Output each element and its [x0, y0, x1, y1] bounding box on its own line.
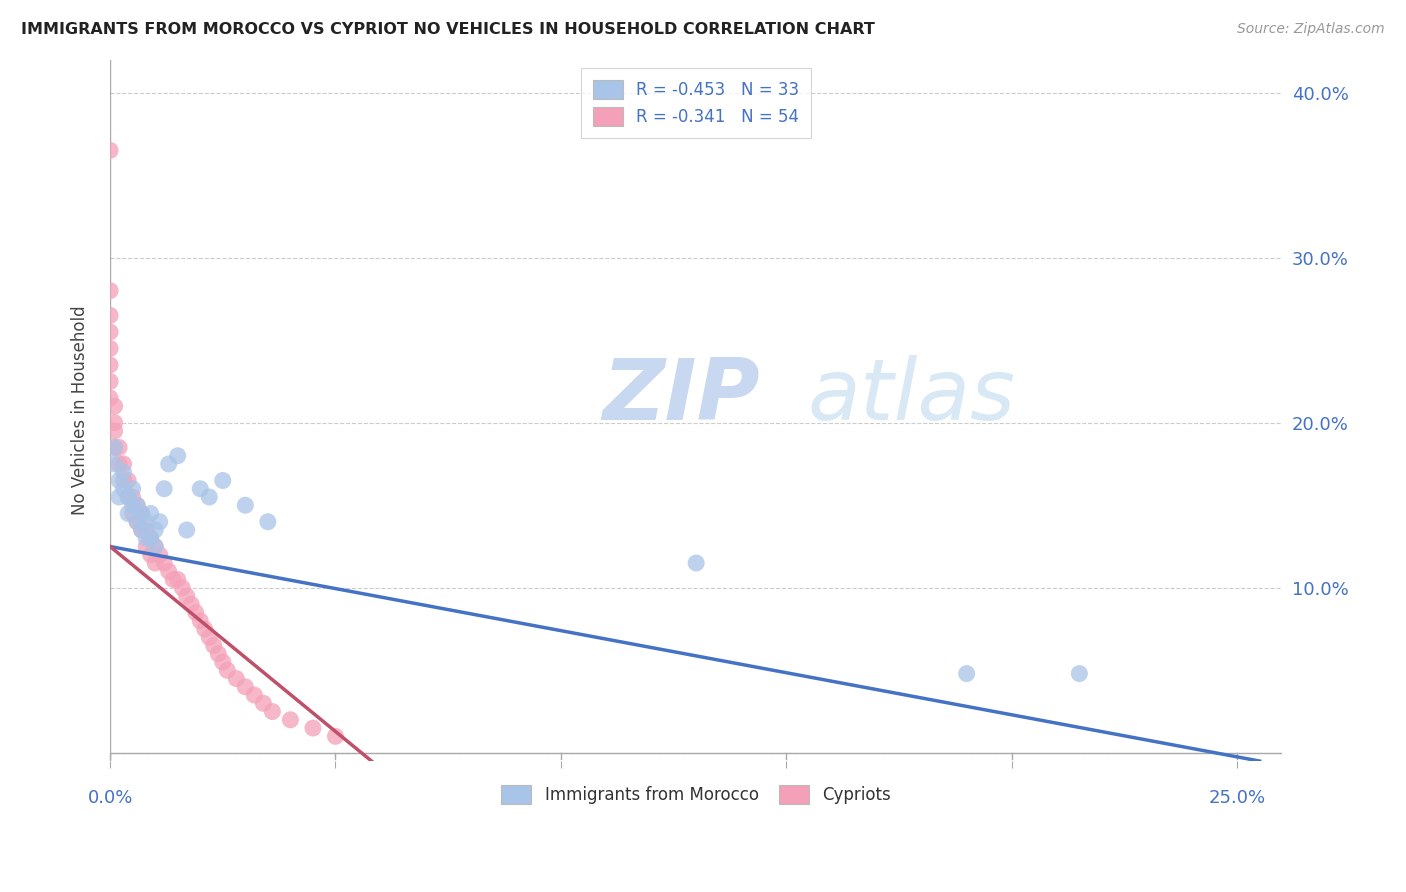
Point [225, 672, 247, 686]
Point [135, 540, 157, 554]
Point [176, 589, 198, 603]
Point [98, 284, 121, 298]
Point [149, 515, 172, 529]
Point [280, 713, 302, 727]
Point [143, 523, 166, 537]
Point [103, 441, 125, 455]
Point [135, 531, 157, 545]
Point [157, 457, 180, 471]
Point [233, 498, 256, 512]
Point [131, 507, 153, 521]
Point [103, 441, 125, 455]
Point [112, 474, 135, 488]
Point [103, 416, 125, 430]
Point [127, 515, 149, 529]
Point [98, 144, 121, 158]
Point [131, 523, 153, 537]
Point [1069, 666, 1091, 681]
Point [112, 482, 135, 496]
Point [233, 680, 256, 694]
Point [162, 573, 184, 587]
Point [121, 498, 143, 512]
Point [172, 581, 194, 595]
Point [127, 515, 149, 529]
Point [103, 457, 125, 471]
Y-axis label: No Vehicles in Household: No Vehicles in Household [72, 306, 89, 516]
Point [149, 548, 172, 562]
Point [207, 647, 229, 661]
Point [112, 465, 135, 479]
Point [108, 441, 131, 455]
Point [166, 573, 188, 587]
Point [103, 399, 125, 413]
Point [127, 498, 149, 512]
Point [139, 507, 162, 521]
Point [121, 490, 143, 504]
Point [117, 490, 139, 504]
Point [217, 663, 239, 677]
Point [139, 531, 162, 545]
Point [176, 523, 198, 537]
Point [98, 325, 121, 339]
Point [98, 309, 121, 323]
Point [198, 630, 221, 644]
Text: 25.0%: 25.0% [1209, 789, 1265, 807]
Legend: Immigrants from Morocco, Cypriots: Immigrants from Morocco, Cypriots [489, 773, 903, 816]
Point [180, 597, 202, 611]
Point [117, 474, 139, 488]
Point [243, 688, 266, 702]
Point [139, 531, 162, 545]
Point [262, 705, 284, 719]
Point [153, 556, 176, 570]
Point [98, 342, 121, 356]
Point [956, 666, 979, 681]
Text: Source: ZipAtlas.com: Source: ZipAtlas.com [1237, 22, 1385, 37]
Point [252, 696, 274, 710]
Point [131, 523, 153, 537]
Point [685, 556, 707, 570]
Point [127, 498, 149, 512]
Point [153, 482, 176, 496]
Point [143, 540, 166, 554]
Point [143, 556, 166, 570]
Point [302, 721, 325, 735]
Point [211, 655, 233, 669]
Point [112, 457, 135, 471]
Text: 0.0%: 0.0% [87, 789, 132, 807]
Point [157, 564, 180, 578]
Point [135, 523, 157, 537]
Point [325, 729, 347, 743]
Point [188, 482, 211, 496]
Point [117, 490, 139, 504]
Point [121, 482, 143, 496]
Point [121, 507, 143, 521]
Point [198, 490, 221, 504]
Point [117, 507, 139, 521]
Point [184, 606, 207, 620]
Point [143, 540, 166, 554]
Point [135, 515, 157, 529]
Point [202, 639, 225, 653]
Point [108, 457, 131, 471]
Point [166, 449, 188, 463]
Point [194, 622, 217, 636]
Point [131, 507, 153, 521]
Point [98, 375, 121, 389]
Text: atlas: atlas [807, 355, 1015, 438]
Point [108, 490, 131, 504]
Point [98, 391, 121, 405]
Point [188, 614, 211, 628]
Point [211, 474, 233, 488]
Text: ZIP: ZIP [602, 355, 761, 438]
Point [139, 548, 162, 562]
Point [257, 515, 280, 529]
Point [98, 358, 121, 372]
Text: IMMIGRANTS FROM MOROCCO VS CYPRIOT NO VEHICLES IN HOUSEHOLD CORRELATION CHART: IMMIGRANTS FROM MOROCCO VS CYPRIOT NO VE… [21, 22, 875, 37]
Point [103, 424, 125, 438]
Point [108, 474, 131, 488]
